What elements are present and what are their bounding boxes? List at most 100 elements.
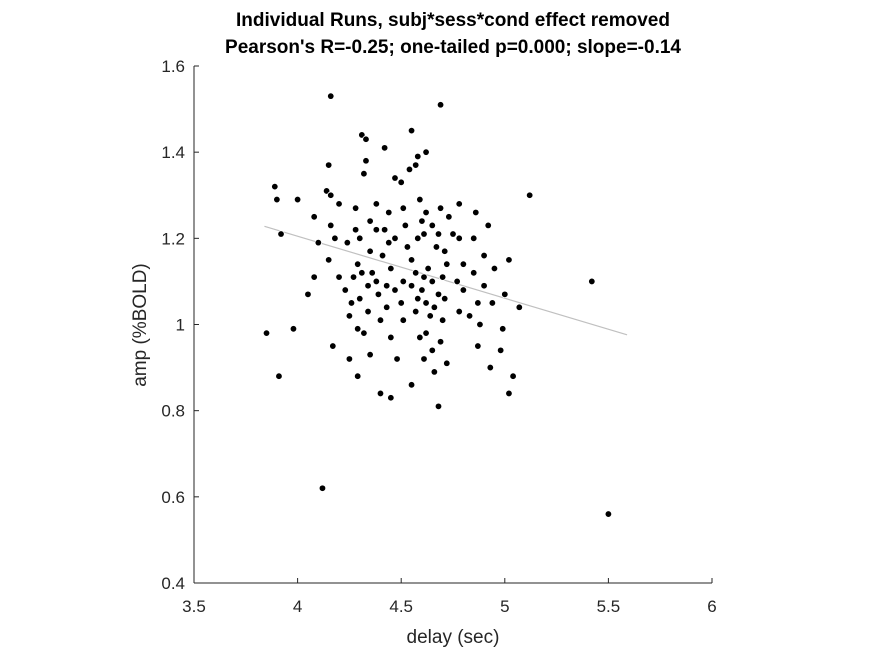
x-tick-label: 3.5 — [182, 597, 206, 616]
scatter-point — [366, 247, 374, 255]
scatter-point — [422, 148, 430, 156]
scatter-point — [432, 243, 441, 251]
scatter-point — [366, 350, 374, 359]
scatter-point — [438, 316, 447, 324]
y-tick-label: 1 — [176, 316, 185, 335]
scatter-point — [293, 195, 302, 204]
scatter-point — [455, 234, 463, 243]
scatter-point — [436, 338, 445, 346]
y-tick-label: 0.8 — [161, 402, 185, 421]
scatter-point — [407, 381, 416, 389]
y-tick-label: 1.6 — [161, 57, 185, 76]
scatter-point — [318, 484, 327, 492]
scatter-point — [353, 372, 362, 380]
scatter-point — [397, 178, 405, 187]
scatter-point — [374, 290, 383, 299]
scatter-point — [434, 402, 443, 411]
scatter-point — [428, 346, 436, 355]
scatter-point — [387, 394, 395, 402]
y-axis-label: amp (%BOLD) — [130, 263, 151, 387]
scatter-point — [358, 269, 366, 277]
scatter-point — [459, 286, 468, 294]
scatter-point — [262, 329, 271, 337]
scatter-point — [443, 359, 451, 367]
regression-line — [264, 225, 628, 336]
axes: 3.5 4 4.5 5 5.5 6 0.4 0.6 0.8 1 1.2 1.4 1.6 — [161, 57, 716, 616]
scatter-point — [364, 307, 372, 316]
scatter-point — [364, 282, 372, 290]
scatter-point — [391, 234, 399, 243]
scatter-point — [387, 333, 395, 342]
x-tick-label: 4 — [293, 597, 302, 616]
scatter-point — [368, 269, 376, 277]
x-tick-label: 6 — [707, 597, 716, 616]
scatter-point — [372, 277, 381, 286]
scatter-point — [443, 260, 451, 268]
scatter-point — [372, 226, 381, 234]
scatter-point — [422, 208, 430, 217]
scatter-point — [525, 191, 534, 199]
scatter-point — [414, 234, 422, 243]
scatter-point — [515, 303, 524, 311]
y-tick-label: 0.4 — [161, 574, 185, 593]
scatter-point — [335, 200, 343, 208]
scatter-point — [436, 101, 445, 109]
scatter-point — [499, 325, 507, 333]
scatter-point — [382, 303, 391, 311]
scatter-point — [430, 368, 439, 376]
scatter-point — [324, 161, 333, 169]
scatter-point — [277, 230, 285, 238]
scatter-point — [465, 312, 474, 320]
scatter-point — [335, 273, 343, 281]
scatter-point — [349, 273, 358, 281]
scatter-point — [441, 294, 449, 303]
scatter-point — [505, 389, 513, 398]
scatter-point — [470, 269, 478, 277]
scatter-point — [327, 221, 335, 230]
scatter-point — [422, 299, 430, 307]
scatter-point — [356, 234, 364, 243]
scatter-point — [329, 342, 337, 350]
scatter-point — [588, 277, 596, 286]
chart-subtitle: Pearson's R=-0.25; one-tailed p=0.000; s… — [225, 37, 681, 58]
scatter-point — [509, 372, 517, 380]
scatter-point — [399, 277, 407, 286]
scatter-point — [474, 342, 482, 350]
scatter-point — [488, 299, 497, 307]
scatter-point — [372, 200, 381, 208]
x-tick-label: 4.5 — [389, 597, 413, 616]
scatter-point — [416, 195, 424, 204]
scatter-point — [420, 355, 428, 363]
scatter-point — [505, 256, 513, 264]
scatter-point — [310, 213, 318, 221]
scatter-point — [501, 290, 509, 299]
scatter-point — [341, 286, 349, 294]
scatter-point — [428, 277, 436, 286]
scatter-point — [356, 294, 364, 303]
y-tick-label: 1.4 — [161, 143, 185, 162]
scatter-point — [438, 273, 447, 281]
scatter-point — [391, 286, 399, 294]
scatter-point — [393, 355, 401, 363]
scatter-point — [347, 299, 356, 307]
scatter-point — [327, 92, 335, 100]
scatter-point — [441, 247, 449, 255]
scatter-point — [490, 264, 499, 273]
scatter-point — [418, 217, 426, 225]
scatter-point — [484, 221, 492, 230]
scatter-point — [420, 230, 428, 238]
scatter-point — [416, 333, 424, 342]
scatter-point — [397, 299, 405, 307]
scatter-point — [434, 230, 443, 238]
scatter-point — [353, 260, 362, 268]
scatter-point — [424, 264, 432, 273]
scatter-point — [414, 294, 422, 303]
scatter-point — [385, 238, 393, 247]
scatter-point — [428, 221, 436, 230]
scatter-point — [436, 204, 445, 212]
scatter-point — [399, 316, 407, 324]
scatter-point — [420, 273, 428, 281]
scatter-point — [351, 226, 360, 234]
